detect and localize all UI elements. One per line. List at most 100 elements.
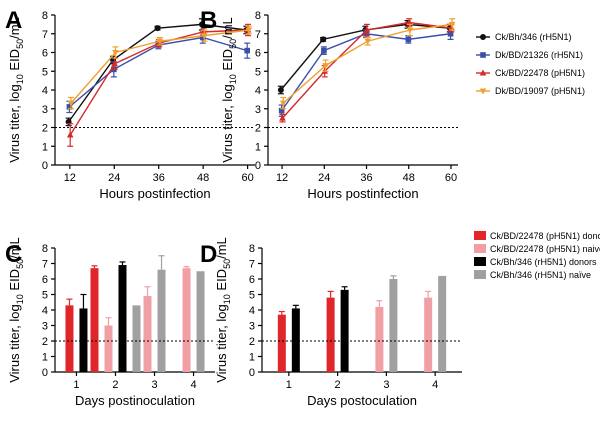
data-point [66,104,73,110]
y-axis-title-part: 50 [228,39,238,49]
panel-C: C 0 1 2 3 4 5 6 7 8 1 2 3 4 Days postinoculation [5,241,215,408]
y-axis-title-part: 50 [15,39,25,49]
data-point [154,25,161,32]
x-axis-title: Days postinoculation [75,393,195,408]
data-point [448,21,456,28]
bar [65,305,74,372]
bar [79,308,88,372]
data-point [277,87,284,93]
bar [118,265,127,372]
legend-label: Ck/Bh/346 (rH5N1) donors [490,257,597,267]
bar [375,306,384,372]
legend-bottom: Ck/BD/22478 (pH5N1) donors Ck/BD/22478 (p… [474,231,600,280]
panel-letter: C [5,241,22,268]
y-axis-title-part: EID [7,269,22,294]
y-tick-label: 1 [249,352,255,364]
x-tick-label: 2 [112,379,118,391]
legend-swatch [474,257,486,266]
y-axis-title-part: 10 [222,294,232,304]
data-point [405,36,412,43]
x-tick-label: 2 [335,379,341,391]
x-tick-label: 3 [151,379,157,391]
legend-marker [479,88,487,95]
data-point [363,26,371,33]
data-point [364,38,372,45]
data-point [67,100,75,107]
bar [277,314,286,372]
y-tick-label: 2 [42,336,48,348]
data-point [447,30,454,37]
data-point [201,33,208,40]
y-tick-label: 7 [249,259,255,271]
y-tick-label: 2 [249,336,255,348]
y-axis-title-part: /mL [7,237,22,259]
data-point [279,114,286,121]
data-point [245,27,253,34]
bar [132,305,141,372]
bar [389,279,398,372]
y-tick-label: 1 [255,141,261,153]
legend-label: Ck/Bh/346 (rH5N1) naïve [490,270,591,280]
y-axis-title-part: 50 [15,259,25,269]
y-tick-label: 4 [255,85,261,97]
data-point [156,38,164,45]
y-axis-title-part: /mL [220,17,235,39]
bar [196,271,205,372]
data-point [112,50,119,56]
bar [326,297,335,372]
x-axis-title: Days postoculation [307,393,417,408]
legend-label: Ck/BD/22478 (pH5N1) [495,68,585,78]
y-axis-title-part: EID [214,269,229,294]
bar [90,268,99,372]
y-tick-label: 0 [42,160,48,172]
bar [143,296,152,372]
data-point [199,34,206,41]
data-point [363,30,369,37]
y-tick-label: 3 [42,321,48,333]
x-tick-label: 3 [383,379,389,391]
y-tick-label: 5 [255,66,261,78]
y-axis-title-part: 10 [15,74,25,84]
y-axis-title: Virus titer, log10 EID50/mL [7,17,25,163]
y-axis-title-part: Virus titer, log [220,84,235,163]
y-axis-title-part: Virus titer, log [7,304,22,383]
bar [424,297,433,372]
y-tick-label: 3 [255,104,261,116]
x-tick-label: 1 [73,379,79,391]
bar [438,275,447,372]
data-point [448,24,455,31]
y-tick-label: 6 [249,274,255,286]
legend-label: Dk/BD/19097 (pH5N1) [495,86,585,96]
y-tick-label: 6 [42,48,48,60]
panel-D: D 0 1 2 3 4 5 6 7 8 1 2 3 4 Days postoculation [200,241,462,408]
legend-swatch [474,244,486,253]
y-tick-label: 5 [42,290,48,302]
x-tick-label: 24 [108,172,120,184]
x-tick-label: 60 [445,172,457,184]
x-tick-label: 12 [276,172,288,184]
x-tick-label: 4 [432,379,438,391]
panel-letter: D [200,241,217,268]
legend-marker [480,52,486,58]
y-tick-label: 4 [42,85,48,97]
y-axis-title-part: /mL [214,237,229,259]
y-tick-label: 7 [42,259,48,271]
y-axis-title-part: 10 [15,294,25,304]
y-tick-label: 0 [42,367,48,379]
y-axis-title: Virus titer, log10 EID50/mL [214,237,232,383]
x-tick-label: 48 [403,172,415,184]
data-point [322,63,329,70]
y-tick-label: 4 [249,305,255,317]
bar [291,308,300,372]
legend-swatch [474,270,486,279]
x-axis-title: Hours postinfection [307,186,418,201]
y-tick-label: 8 [42,10,48,22]
data-point [279,100,287,107]
legend-label: Ck/BD/22478 (pH5N1) donors [490,231,600,241]
y-tick-label: 6 [255,48,261,60]
x-tick-label: 36 [360,172,372,184]
bar [182,268,191,372]
